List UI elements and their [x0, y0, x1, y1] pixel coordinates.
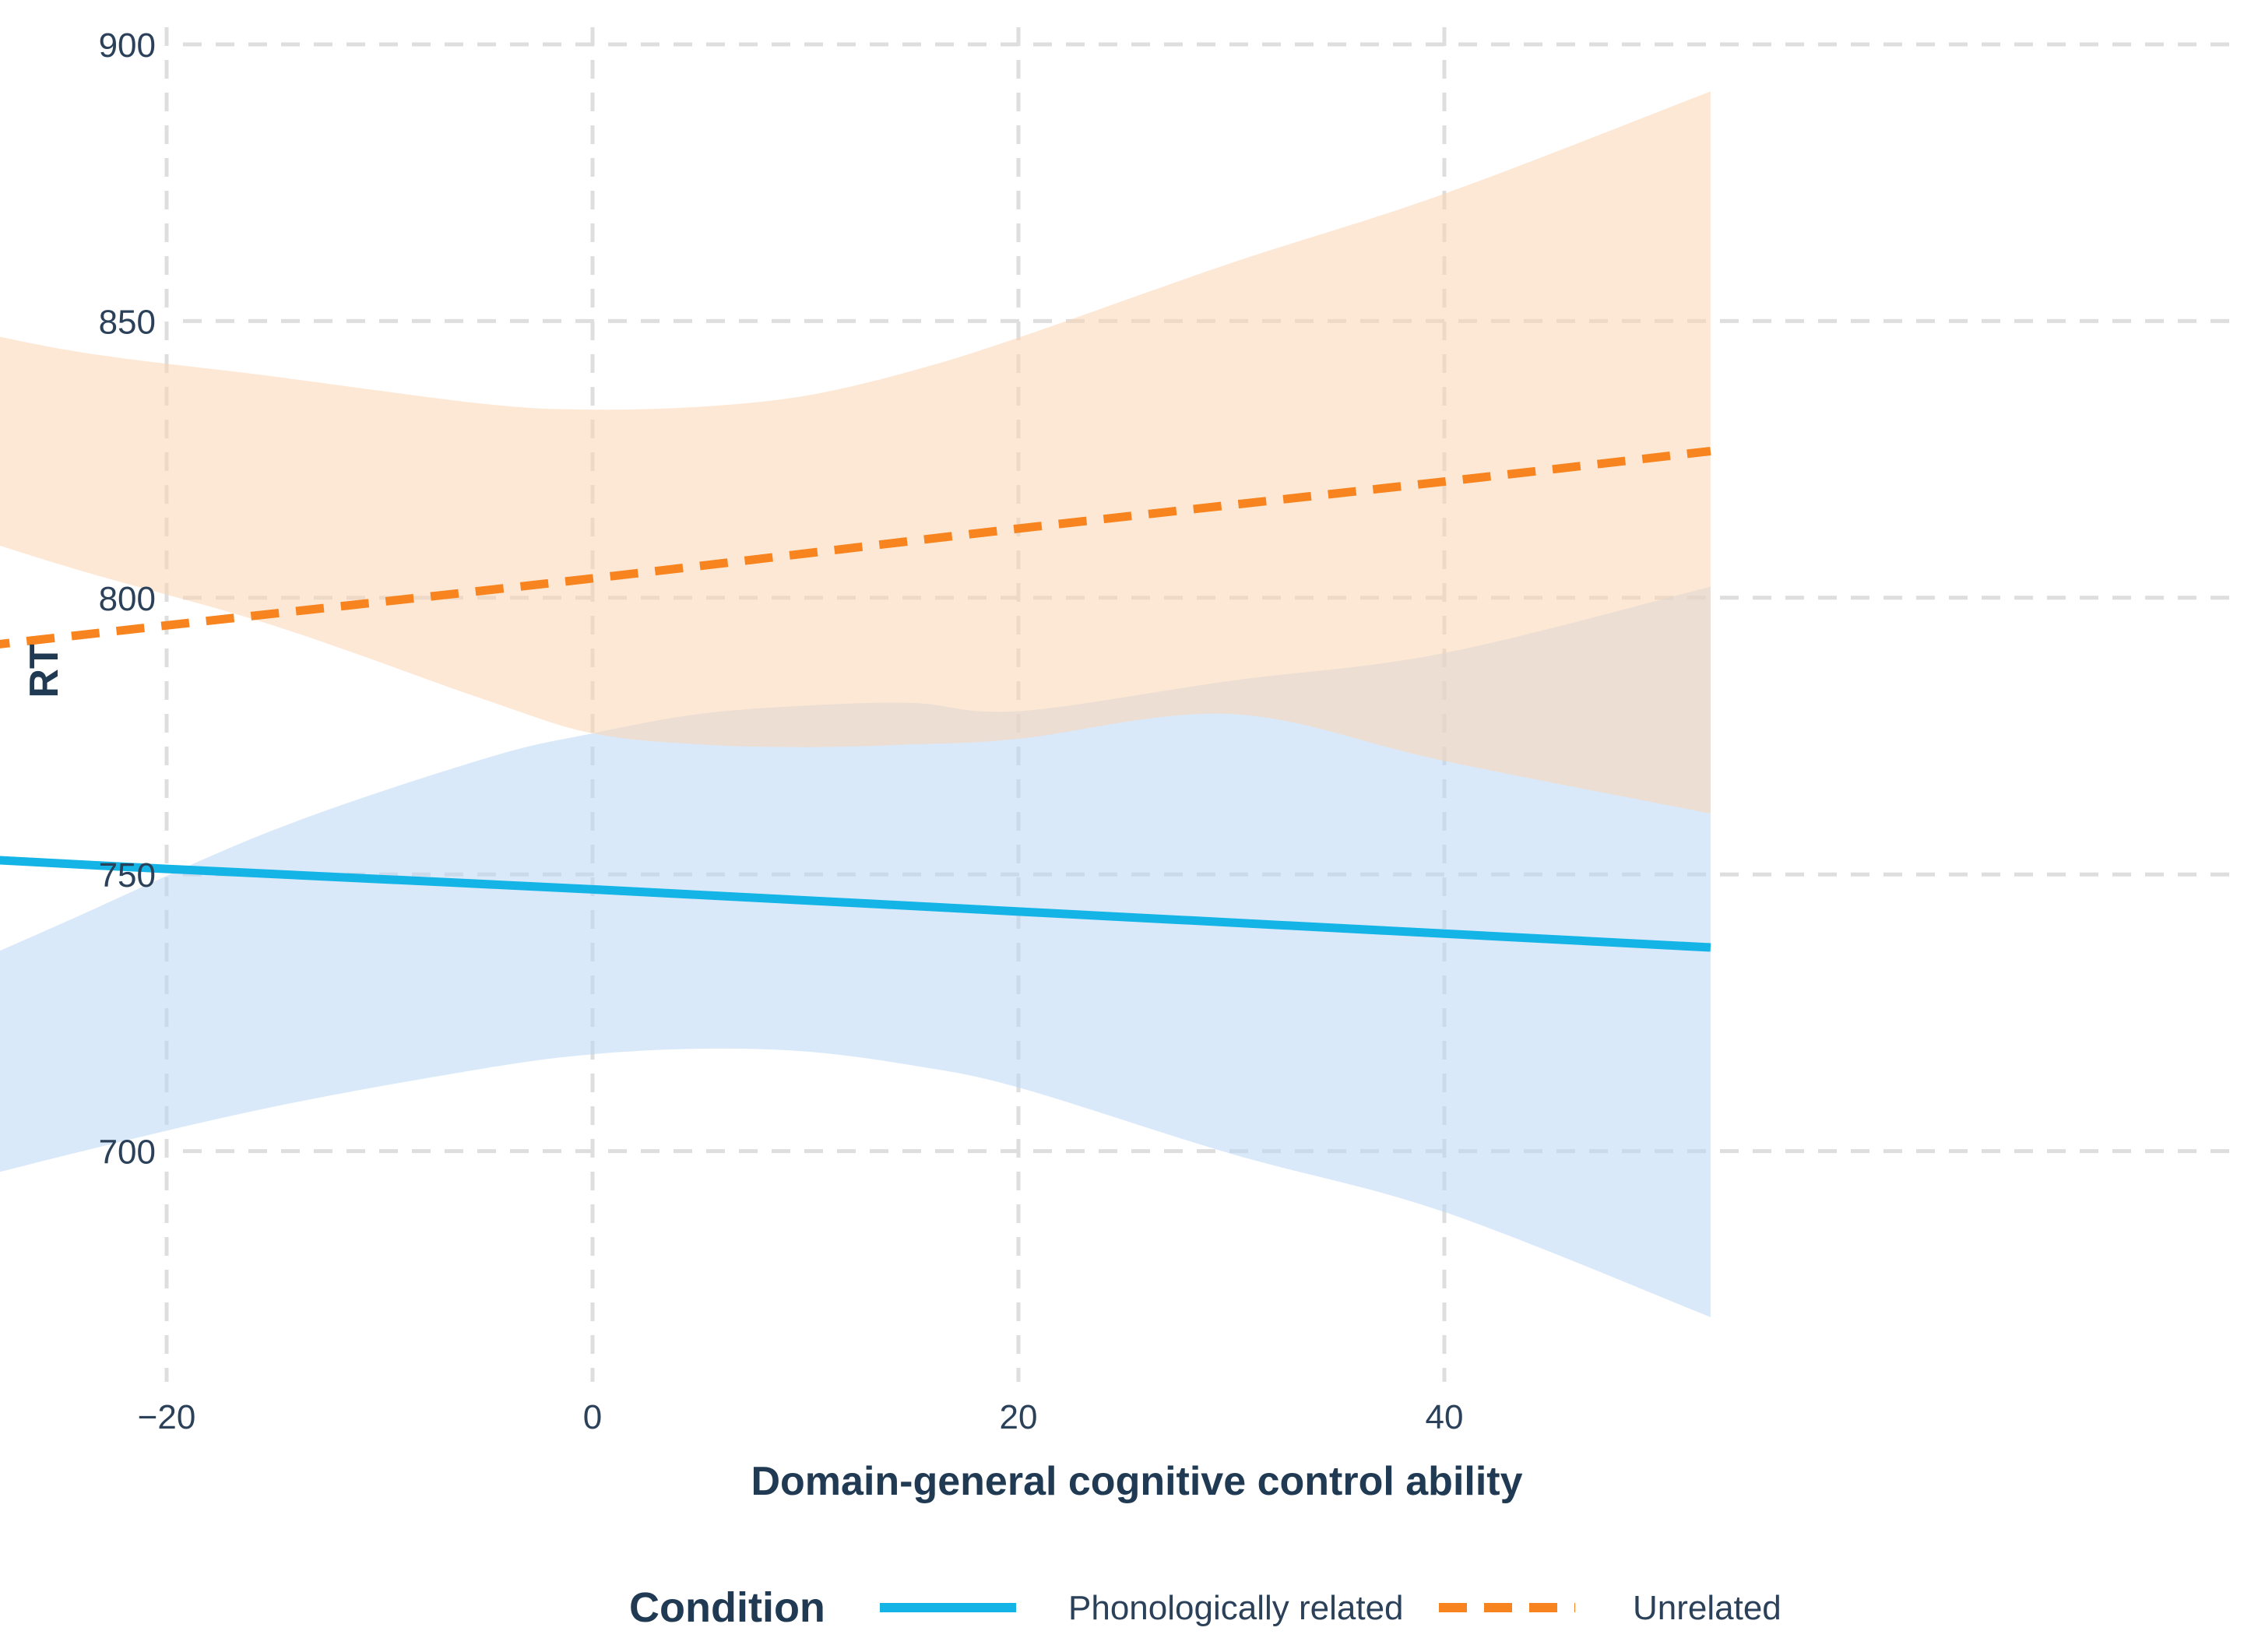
y-axis-title: RT	[22, 644, 67, 698]
x-tick-label: 20	[1000, 1398, 1038, 1436]
y-tick-label: 700	[99, 1134, 156, 1172]
line-unrelated	[0, 446, 1711, 648]
y-tick-label: 900	[99, 26, 156, 65]
x-tick-label: 0	[583, 1398, 602, 1436]
ribbon-unrelated	[0, 91, 1711, 814]
ribbon-phonologically-related	[0, 586, 1711, 1317]
x-axis-title: Domain-general cognitive control ability	[751, 1459, 1522, 1504]
legend: Condition Phonologically related Unrelat…	[629, 1584, 1781, 1631]
legend-label-phonologically-related: Phonologically related	[1068, 1589, 1404, 1627]
x-tick-label: 40	[1426, 1398, 1464, 1436]
x-tick-label: −20	[138, 1398, 196, 1436]
legend-label-unrelated: Unrelated	[1633, 1589, 1781, 1627]
line-phonologically-related	[0, 856, 1711, 952]
legend-title: Condition	[629, 1584, 825, 1631]
y-tick-label: 800	[99, 580, 156, 618]
y-tick-label: 750	[99, 856, 156, 895]
y-tick-label: 850	[99, 303, 156, 341]
